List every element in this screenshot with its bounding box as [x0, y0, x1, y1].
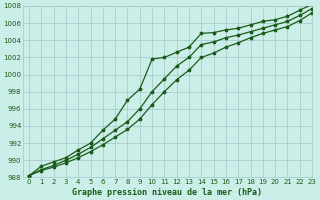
X-axis label: Graphe pression niveau de la mer (hPa): Graphe pression niveau de la mer (hPa) [72, 188, 262, 197]
